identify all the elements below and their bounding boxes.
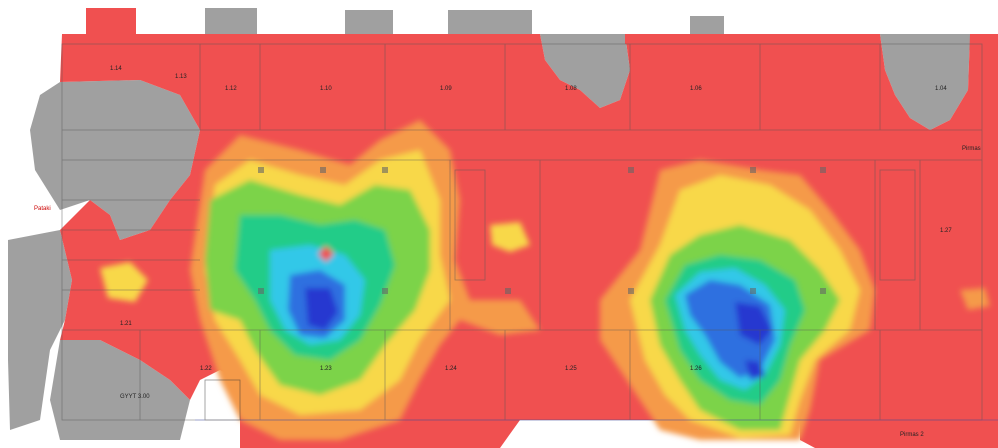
room-label: 1.09 xyxy=(440,86,452,92)
east-stair-label: Pirmas xyxy=(962,146,981,152)
room-label: 1.04 xyxy=(935,86,947,92)
room-label: 1.25 xyxy=(565,366,577,372)
room-label: 1.24 xyxy=(445,366,457,372)
room-label: 1.12 xyxy=(225,86,237,92)
bottom-room-label: GYYT 3.00 xyxy=(120,394,150,400)
structural-columns xyxy=(258,167,826,294)
west-entry-label: Pataki xyxy=(34,206,51,212)
room-labels: 1.14 1.13 1.12 1.10 1.09 1.08 1.06 1.04 … xyxy=(34,66,981,438)
room-label: 1.27 xyxy=(940,228,952,234)
room-label: 1.08 xyxy=(565,86,577,92)
room-label: 1.14 xyxy=(110,66,122,72)
hotspot-west xyxy=(100,120,540,440)
bottom-right-tag: Pirmas 2 xyxy=(900,432,924,438)
room-label: 1.23 xyxy=(320,366,332,372)
room-label: 1.21 xyxy=(120,321,132,327)
room-label: 1.06 xyxy=(690,86,702,92)
room-label: 1.13 xyxy=(175,74,187,80)
floor-plan-walls xyxy=(61,43,998,421)
room-label: 1.22 xyxy=(200,366,212,372)
room-label: 1.10 xyxy=(320,86,332,92)
room-label: 1.26 xyxy=(690,366,702,372)
